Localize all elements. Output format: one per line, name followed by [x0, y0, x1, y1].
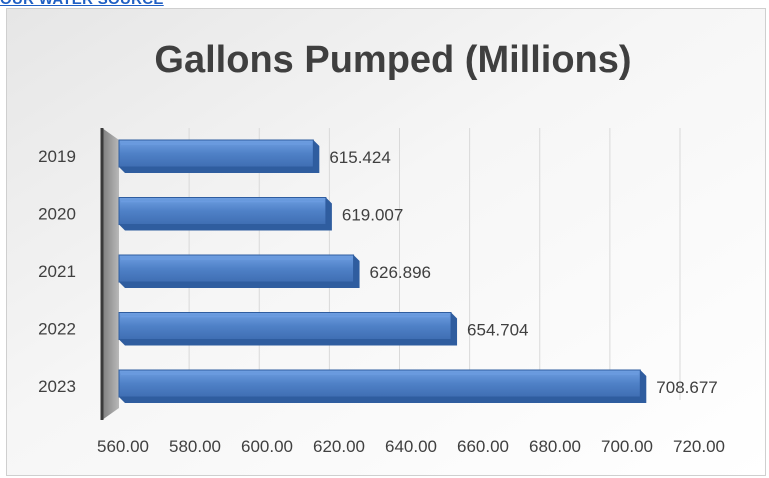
x-tick-label: 580.00: [169, 437, 221, 456]
value-label: 654.704: [467, 321, 528, 340]
bar-depth: [119, 312, 458, 346]
category-label: 2022: [38, 320, 76, 339]
x-tick-label: 720.00: [673, 437, 725, 456]
bar-2019: [118, 139, 320, 173]
x-tick-labels: 560.00 580.00 600.00 620.00 640.00 660.00 680.…: [97, 437, 725, 456]
category-label: 2020: [38, 205, 76, 224]
x-tick-label: 660.00: [457, 437, 509, 456]
bars: [118, 139, 647, 403]
value-label: 708.677: [656, 378, 717, 397]
bar-depth: [119, 255, 360, 288]
bar-depth: [119, 197, 332, 231]
value-label: 619.007: [342, 206, 403, 225]
bar-2023: [118, 369, 647, 403]
side-wall: [102, 128, 119, 420]
bar-2021: [118, 254, 360, 288]
category-label: 2023: [38, 377, 76, 396]
value-label: 626.896: [370, 263, 431, 282]
x-tick-label: 700.00: [601, 437, 653, 456]
bar-depth: [119, 140, 320, 173]
value-labels: 615.424 619.007 626.896 654.704 708.677: [329, 148, 717, 397]
x-tick-label: 640.00: [385, 437, 437, 456]
bar-2022: [118, 312, 458, 346]
chart-frame: [6, 8, 766, 476]
x-tick-label: 620.00: [313, 437, 365, 456]
bar-2020: [118, 197, 332, 231]
category-label: 2019: [38, 147, 76, 166]
x-tick-label: 560.00: [97, 437, 149, 456]
our-water-source-link[interactable]: OUR WATER SOURCE: [0, 0, 164, 8]
bar-depth: [119, 370, 647, 403]
category-labels: 2019 2020 2021 2022 2023: [38, 147, 76, 396]
x-tick-label: 600.00: [241, 437, 293, 456]
x-tick-label: 680.00: [529, 437, 581, 456]
category-label: 2021: [38, 262, 76, 281]
chart-title: Gallons Pumped (Millions): [154, 39, 631, 81]
value-label: 615.424: [329, 148, 390, 167]
